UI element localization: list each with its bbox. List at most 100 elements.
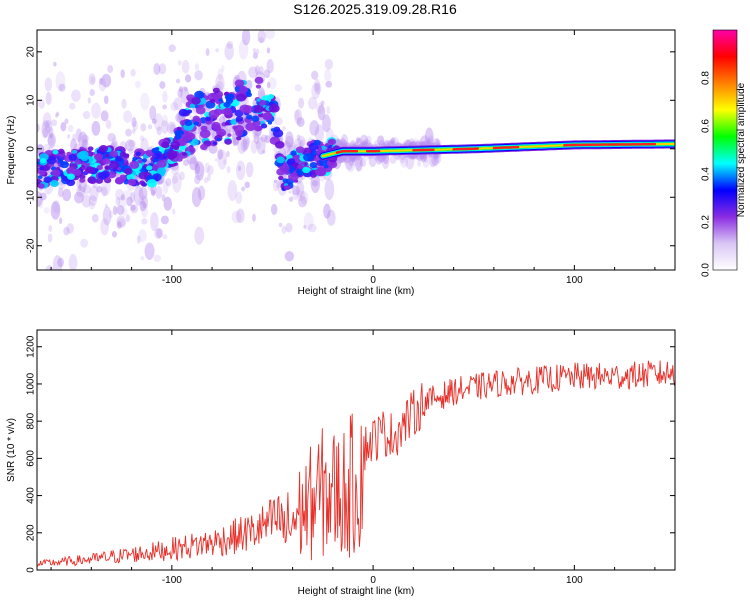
heatmap-speckle [115,188,124,201]
heatmap-speckle [314,78,321,92]
y-tick-label: 1200 [26,335,37,358]
heatmap-speckle [297,135,306,148]
heatmap-blob [156,167,167,175]
heatmap-speckle [138,229,147,243]
snr-series-line [37,360,675,567]
heatmap-blob [179,120,186,126]
heatmap-speckle [194,226,205,245]
heatmap-speckle [208,143,218,154]
heatmap-speckle [165,178,172,187]
heatmap-speckle [123,110,133,123]
heatmap-speckle [355,137,364,149]
heatmap-speckle [155,185,163,199]
heatmap-speckle [175,78,181,84]
heatmap-speckle [100,110,109,122]
heatmap-speckle [112,230,117,238]
heatmap-speckle [320,100,325,106]
heatmap-speckle [359,134,369,147]
heatmap-speckle [161,114,169,127]
heatmap-blob [189,103,196,109]
heatmap-speckle [126,196,133,207]
heatmap-speckle [108,210,114,219]
heatmap-speckle [63,226,70,236]
heatmap-speckle [111,136,118,148]
heatmap-speckle [47,233,53,243]
heatmap-speckle [158,63,167,75]
y-tick-label: 0 [26,146,37,152]
heatmap-blob [272,129,284,138]
heatmap-speckle [88,195,98,207]
heatmap-speckle [130,204,136,211]
heatmap-speckle [131,128,136,134]
heatmap-speckle [71,89,81,102]
heatmap-speckle [236,208,245,224]
heatmap-blob [254,76,264,84]
heatmap-speckle [180,86,190,104]
heatmap-blob [295,146,305,154]
heatmap-speckle [324,178,335,201]
heatmap-speckle [227,180,238,202]
heatmap-speckle [50,201,61,220]
heatmap-blob [39,166,44,171]
heatmap-blob [155,152,160,157]
heatmap-blob [297,164,304,170]
heatmap-speckle [55,71,66,91]
ridge-peak [563,142,657,147]
heatmap-speckle [58,83,66,92]
heatmap-speckle [186,153,197,165]
heatmap-blob [178,108,189,117]
heatmap-speckle [55,111,60,117]
heatmap-blob [39,157,47,164]
snr-x-axis-label: Height of straight line (km) [298,586,415,597]
heatmap-speckle [265,74,270,79]
heatmap-blob [170,141,181,149]
heatmap-blob [226,93,233,100]
heatmap-speckle [266,59,274,74]
heatmap-speckle [417,159,421,167]
heatmap-blob [98,145,108,153]
heatmap-speckle [91,213,99,223]
heatmap-speckle [197,185,206,201]
heatmap-blob [123,180,129,185]
x-tick-label: 0 [370,275,376,286]
heatmap-speckle [265,30,275,40]
heatmap-speckle [140,256,145,261]
heatmap-speckle [43,121,50,130]
heatmap-speckle [130,68,136,77]
heatmap-blob [256,98,261,102]
heatmap-speckle [68,253,78,270]
heatmap-speckle [100,218,109,236]
heatmap-speckle [245,79,253,90]
heatmap-speckle [96,185,103,193]
heatmap-speckle [252,213,256,222]
colorbar-label: Normalized spectral amplitude [736,82,747,217]
heatmap-speckle [132,120,138,131]
heatmap-x-axis-label: Height of straight line (km) [298,286,415,297]
heatmap-frame [36,29,676,271]
heatmap-speckle [139,135,145,142]
heatmap-speckle [162,234,168,240]
heatmap-speckle [121,98,127,109]
heatmap-blob [50,166,57,171]
heatmap-speckle [43,206,50,214]
x-tick-label: -100 [162,575,182,586]
heatmap-speckle [217,68,224,81]
heatmap-blob [268,103,280,113]
heatmap-speckle [248,66,259,79]
heatmap-speckle [153,254,161,262]
colorbar-frame [712,29,738,271]
heatmap-speckle [90,76,96,84]
heatmap-blob [66,179,76,187]
heatmap-speckle [324,69,332,82]
heatmap-speckle [107,65,114,74]
heatmap-speckle [130,191,136,203]
heatmap-speckle [365,135,372,145]
heatmap-speckle [49,134,53,139]
heatmap-speckle [141,218,148,225]
heatmap-speckle [48,224,53,233]
heatmap-speckle [189,157,198,171]
heatmap-blob [246,92,253,98]
heatmap-speckle [194,161,205,181]
heatmap-speckle [125,128,132,137]
heatmap-speckle [120,194,125,201]
